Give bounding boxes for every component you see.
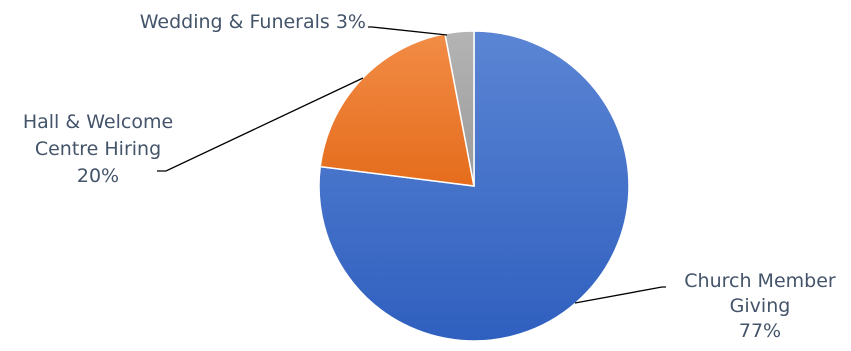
- pie-slice-3: [444, 30, 475, 187]
- slice-label-1: Church Member Giving 77%: [684, 270, 836, 342]
- slice-label-2: Hall & Welcome Centre Hiring 20%: [23, 111, 173, 187]
- slice-label-3: Wedding & Funerals 3%: [140, 11, 366, 33]
- pie-slices: [318, 30, 630, 342]
- leader-line-2: [157, 77, 364, 172]
- leader-line-1: [574, 286, 666, 304]
- leader-line-3: [368, 26, 448, 36]
- pie-slice-2: [319, 32, 475, 187]
- slice-labels: Church Member Giving 77% Hall & Welcome Cent…: [23, 11, 836, 342]
- leader-lines: [157, 26, 666, 304]
